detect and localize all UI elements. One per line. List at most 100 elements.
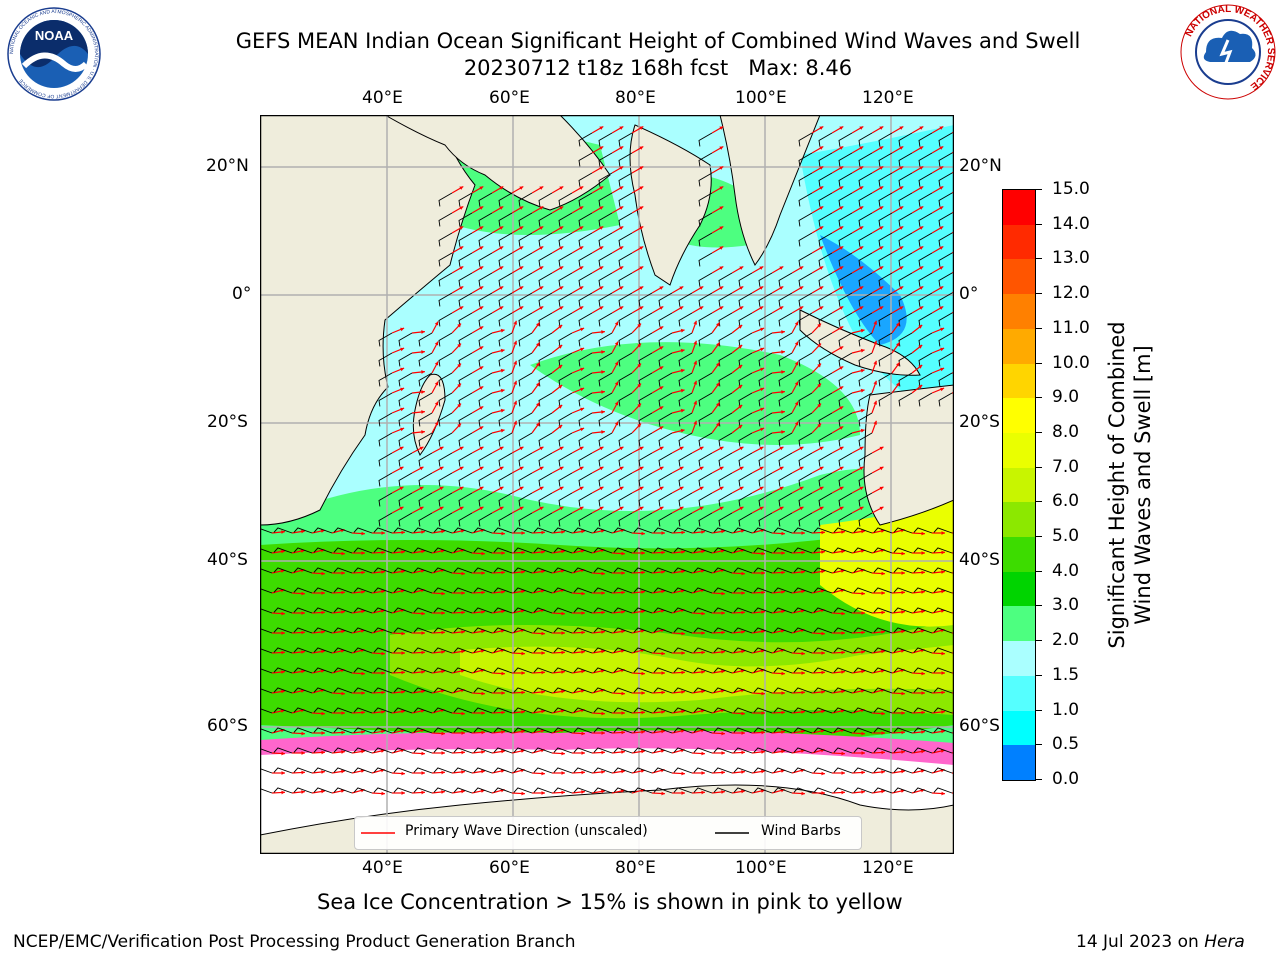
wind-barb (773, 707, 793, 714)
wind-barb (698, 492, 713, 507)
wind-barb (633, 667, 653, 674)
wave-direction-arrowhead (859, 446, 864, 451)
wave-direction-arrowhead (301, 731, 305, 736)
wind-barb (538, 232, 553, 247)
wind-barb (693, 667, 713, 674)
wind-barb (493, 667, 513, 674)
wind-barb (653, 727, 673, 734)
wind-barb (453, 587, 473, 594)
wind-barb (838, 132, 853, 147)
wind-barb (878, 292, 893, 307)
wind-barb (513, 707, 533, 714)
wind-barb (498, 252, 513, 267)
wave-direction-arrowhead (479, 286, 484, 290)
wind-barb (433, 747, 453, 754)
wave-direction-arrowhead (699, 446, 704, 451)
wind-barb (893, 667, 913, 674)
wind-barb (313, 627, 333, 634)
wave-direction-arrowhead (779, 286, 784, 290)
colorbar-tick-mark (1036, 744, 1042, 746)
wind-barb (453, 787, 473, 794)
wind-barb (353, 607, 373, 614)
wave-direction-arrowhead (760, 407, 765, 412)
wind-barb (578, 272, 593, 287)
wave-direction-arrowhead (601, 770, 605, 774)
wind-barb (418, 392, 433, 407)
wave-direction-arrowhead (579, 206, 584, 210)
wind-barb (798, 452, 813, 467)
wind-barb (578, 312, 593, 327)
wind-barb (518, 352, 533, 367)
wave-direction-arrowhead (841, 611, 845, 616)
wave-direction-arrowhead (619, 246, 624, 250)
wind-barb (838, 372, 853, 387)
wave-direction-arrowhead (716, 422, 720, 427)
wind-barb (613, 567, 633, 574)
wind-barb-legend-swatch (715, 832, 749, 834)
wind-barb (633, 687, 653, 694)
wind-barb (613, 707, 633, 714)
wave-direction-arrowhead (541, 550, 545, 554)
wave-direction-arrowhead (941, 671, 945, 675)
wave-direction-arrowhead (581, 790, 585, 794)
wind-barb (658, 312, 673, 327)
wind-barb (353, 747, 373, 754)
wave-direction-arrowhead (301, 611, 305, 615)
wave-direction-arrowhead (321, 731, 325, 735)
wind-barb (733, 607, 753, 614)
wave-direction-arrowhead (400, 327, 405, 332)
wind-barb (413, 627, 433, 634)
wave-direction-arrowhead (919, 206, 924, 210)
wave-direction-arrowhead (419, 506, 424, 511)
wave-direction-arrowhead (559, 506, 564, 511)
wave-direction-arrowhead (819, 466, 824, 471)
wind-barb (718, 392, 733, 407)
wind-barb (260, 668, 273, 674)
wave-direction-arrowhead (659, 486, 664, 491)
wave-direction-arrowhead (541, 791, 545, 795)
wave-direction-arrowhead (361, 531, 365, 536)
wind-barb (598, 132, 613, 147)
wave-direction-arrowhead (701, 631, 705, 635)
wave-direction-arrowhead (601, 649, 605, 654)
wave-direction-arrowhead (859, 146, 864, 150)
wind-barb (558, 272, 573, 287)
wave-direction-arrowhead (501, 590, 505, 594)
wave-direction-arrowhead (819, 286, 824, 290)
wave-direction-arrowhead (799, 506, 804, 511)
colorbar-tick-label: 12.0 (1052, 283, 1090, 304)
wave-direction-arrowhead (699, 306, 704, 310)
wind-barb (653, 667, 673, 674)
wave-direction-arrowhead (361, 710, 365, 715)
wind-barb (653, 527, 673, 534)
wind-barb (578, 372, 593, 387)
wind-barb (538, 212, 553, 227)
wave-direction-arrowhead (693, 420, 697, 425)
wind-barb (473, 787, 493, 794)
wind-barb (413, 647, 433, 654)
wave-direction-arrowhead (896, 382, 900, 387)
wave-direction-arrowhead (479, 326, 484, 330)
wave-direction-arrowhead (459, 286, 464, 290)
wind-barb (378, 512, 393, 527)
wind-barb (498, 472, 513, 487)
wind-barb (273, 547, 293, 554)
wind-barb (713, 767, 733, 774)
lon-label-bottom-40e: 40°E (362, 858, 403, 878)
wind-barb (638, 472, 653, 487)
wave-direction-arrowhead (738, 365, 743, 369)
wave-direction-arrowhead (921, 590, 925, 594)
wind-barb (573, 787, 593, 794)
wind-barb (378, 472, 393, 487)
wind-barb (398, 512, 413, 527)
wind-barb (798, 372, 813, 387)
wave-direction-arrowhead (614, 421, 619, 426)
wave-direction-arrowhead (881, 571, 885, 576)
wind-barb (598, 512, 613, 527)
wind-barb (373, 667, 393, 674)
wind-barb (353, 547, 373, 554)
wind-barb (478, 472, 493, 487)
wave-direction-arrowhead (321, 630, 325, 634)
wave-direction-arrowhead (919, 306, 924, 310)
wave-direction-arrowhead (599, 306, 604, 310)
